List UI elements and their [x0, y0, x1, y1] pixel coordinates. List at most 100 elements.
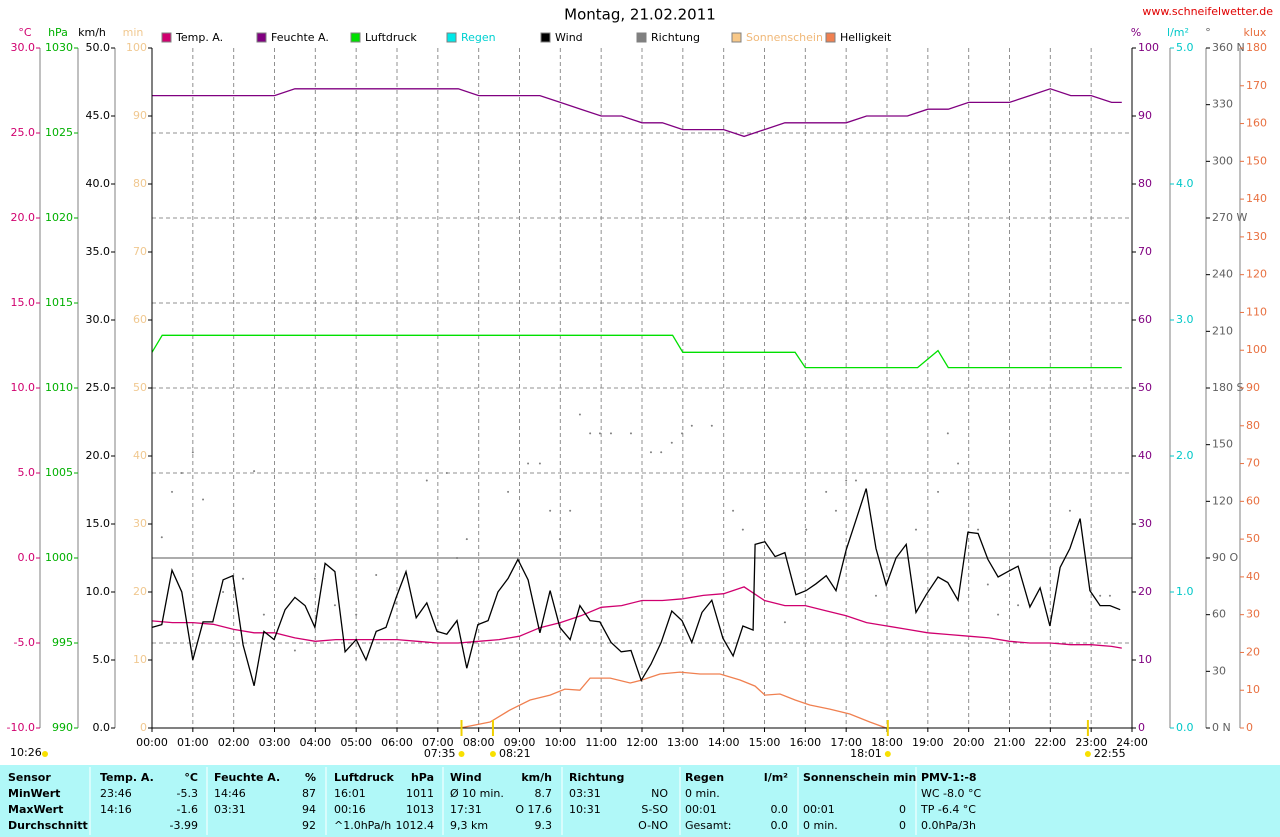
- x-tick-label: 14:00: [708, 736, 740, 749]
- legend-swatch: [731, 32, 742, 43]
- y-tick-label: 40: [1246, 570, 1260, 583]
- y-tick-label: 40: [1138, 449, 1152, 462]
- table-cell: ^1.0hPa/h: [334, 819, 391, 832]
- y-tick-label: 50.0: [86, 41, 111, 54]
- y-tick-label: 150: [1212, 438, 1233, 451]
- series-dot: [465, 538, 468, 541]
- table-cell: °C: [184, 771, 198, 784]
- series-dot: [538, 462, 541, 465]
- y-tick-label: -5.0: [14, 636, 35, 649]
- table-cell: WC -8.0 °C: [921, 787, 982, 800]
- y-tick-label: 90: [133, 109, 147, 122]
- table-cell: S-SO: [641, 803, 668, 816]
- y-tick-label: 30: [1138, 517, 1152, 530]
- x-tick-label: 09:00: [504, 736, 536, 749]
- legend-label: Luftdruck: [365, 31, 417, 44]
- table-cell: -5.3: [177, 787, 198, 800]
- y-tick-label: 0 N: [1212, 721, 1231, 734]
- y-tick-label: 90: [1138, 109, 1152, 122]
- series-dot: [313, 577, 316, 580]
- table-cell: 0: [899, 803, 906, 816]
- y-tick-label: 80: [133, 177, 147, 190]
- table-cell: km/h: [521, 771, 552, 784]
- table-cell: 00:01: [803, 803, 835, 816]
- table-cell: 23:46: [100, 787, 132, 800]
- legend-label: Helligkeit: [840, 31, 892, 44]
- y-tick-label: 30.0: [86, 313, 111, 326]
- table-cell: 0 min.: [685, 787, 720, 800]
- y-tick-label: 30: [1246, 608, 1260, 621]
- table-cell: 00:16: [334, 803, 366, 816]
- series-line: [459, 671, 887, 729]
- table-cell: 14:46: [214, 787, 246, 800]
- y-tick-label: 4.0: [1176, 177, 1194, 190]
- y-tick-label: 150: [1246, 154, 1267, 167]
- series-dot: [732, 509, 735, 512]
- x-tick-label: 06:00: [381, 736, 413, 749]
- y-tick-label: 15.0: [86, 517, 111, 530]
- table-cell: NO: [651, 787, 668, 800]
- table-cell: 94: [302, 803, 316, 816]
- table-cell: Richtung: [569, 771, 624, 784]
- series-dot: [977, 528, 980, 531]
- table-cell: MaxWert: [8, 803, 63, 816]
- y-tick-label: 2.0: [1176, 449, 1194, 462]
- series-dot: [710, 424, 713, 427]
- series-dot: [649, 451, 652, 454]
- series-dot: [997, 613, 1000, 616]
- legend-label: Richtung: [651, 31, 700, 44]
- sun-time-label: 08:21: [499, 747, 531, 760]
- series-dot: [375, 574, 378, 576]
- sun-icon: [1084, 751, 1091, 757]
- x-tick-label: 07:00: [422, 736, 454, 749]
- y-tick-label: 140: [1246, 192, 1267, 205]
- legend-swatch: [825, 32, 836, 43]
- y-tick-label: 60: [1246, 494, 1260, 507]
- legend-label: Sonnenschein: [746, 31, 823, 44]
- y-tick-label: 30: [133, 517, 147, 530]
- y-tick-label: 0.0: [18, 551, 36, 564]
- y-tick-label: 1010: [45, 381, 73, 394]
- y-tick-label: 80: [1246, 419, 1260, 432]
- x-tick-label: 23:00: [1075, 736, 1107, 749]
- series-dot: [914, 528, 917, 531]
- legend-swatch: [540, 32, 551, 43]
- series-dot: [670, 441, 673, 444]
- table-cell: Durchschnitt: [8, 819, 88, 832]
- series-dot: [598, 432, 601, 435]
- x-tick-label: 01:00: [177, 736, 209, 749]
- y-tick-label: 0.0: [1176, 721, 1194, 734]
- series-dot: [527, 462, 530, 465]
- y-tick-label: 70: [1246, 457, 1260, 470]
- x-tick-label: 02:00: [218, 736, 250, 749]
- x-tick-label: 11:00: [585, 736, 617, 749]
- series-dot: [333, 604, 336, 607]
- axis-unit-label: °C: [18, 26, 32, 39]
- table-cell: 1013: [406, 803, 434, 816]
- axis-unit-label: hPa: [48, 26, 68, 39]
- table-cell: Sensor: [8, 771, 51, 784]
- y-tick-label: 0.0: [93, 721, 111, 734]
- y-tick-label: 60: [1138, 313, 1152, 326]
- sun-time-label: 07:35: [424, 747, 456, 760]
- y-tick-label: 20: [1246, 645, 1260, 658]
- series-dot: [253, 470, 256, 473]
- table-cell: 1012.4: [396, 819, 435, 832]
- table-cell: 92: [302, 819, 316, 832]
- y-tick-label: 1020: [45, 211, 73, 224]
- series-dot: [741, 528, 744, 531]
- series-dot: [986, 583, 989, 586]
- y-tick-label: 50: [133, 381, 147, 394]
- y-tick-label: 20.0: [86, 449, 111, 462]
- series-dot: [191, 451, 194, 454]
- table-cell: 9.3: [535, 819, 553, 832]
- series-dot: [946, 432, 949, 435]
- series-dot: [845, 479, 848, 482]
- x-tick-label: 10:00: [544, 736, 576, 749]
- series-dot: [874, 594, 877, 597]
- y-tick-label: 15.0: [11, 296, 36, 309]
- table-cell: 16:01: [334, 787, 366, 800]
- table-background: [0, 765, 1280, 837]
- y-tick-label: 20.0: [11, 211, 36, 224]
